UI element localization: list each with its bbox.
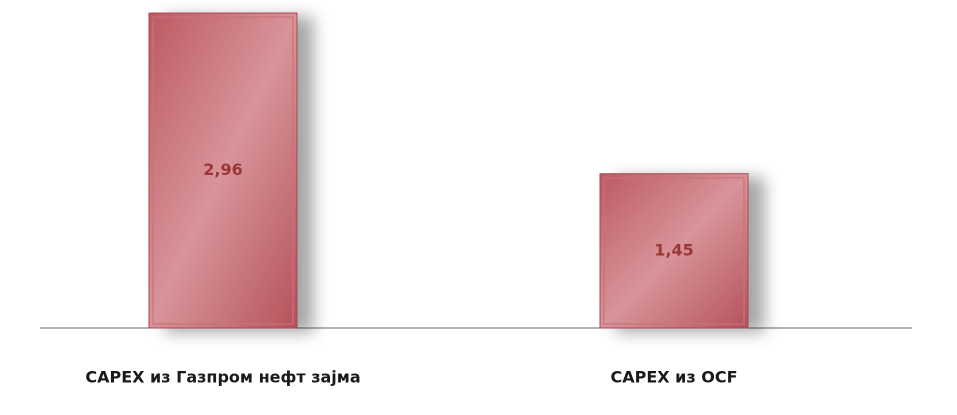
bar — [148, 12, 298, 329]
x-tick-label: CAPEX из OCF — [610, 368, 737, 387]
data-label: 2,96 — [203, 160, 242, 179]
bar-bevel — [152, 16, 294, 325]
bar-bevel — [603, 176, 745, 325]
bar — [599, 173, 749, 329]
data-label: 1,45 — [654, 240, 693, 259]
x-tick-label: CAPEX из Газпром нефт зајма — [85, 368, 360, 387]
